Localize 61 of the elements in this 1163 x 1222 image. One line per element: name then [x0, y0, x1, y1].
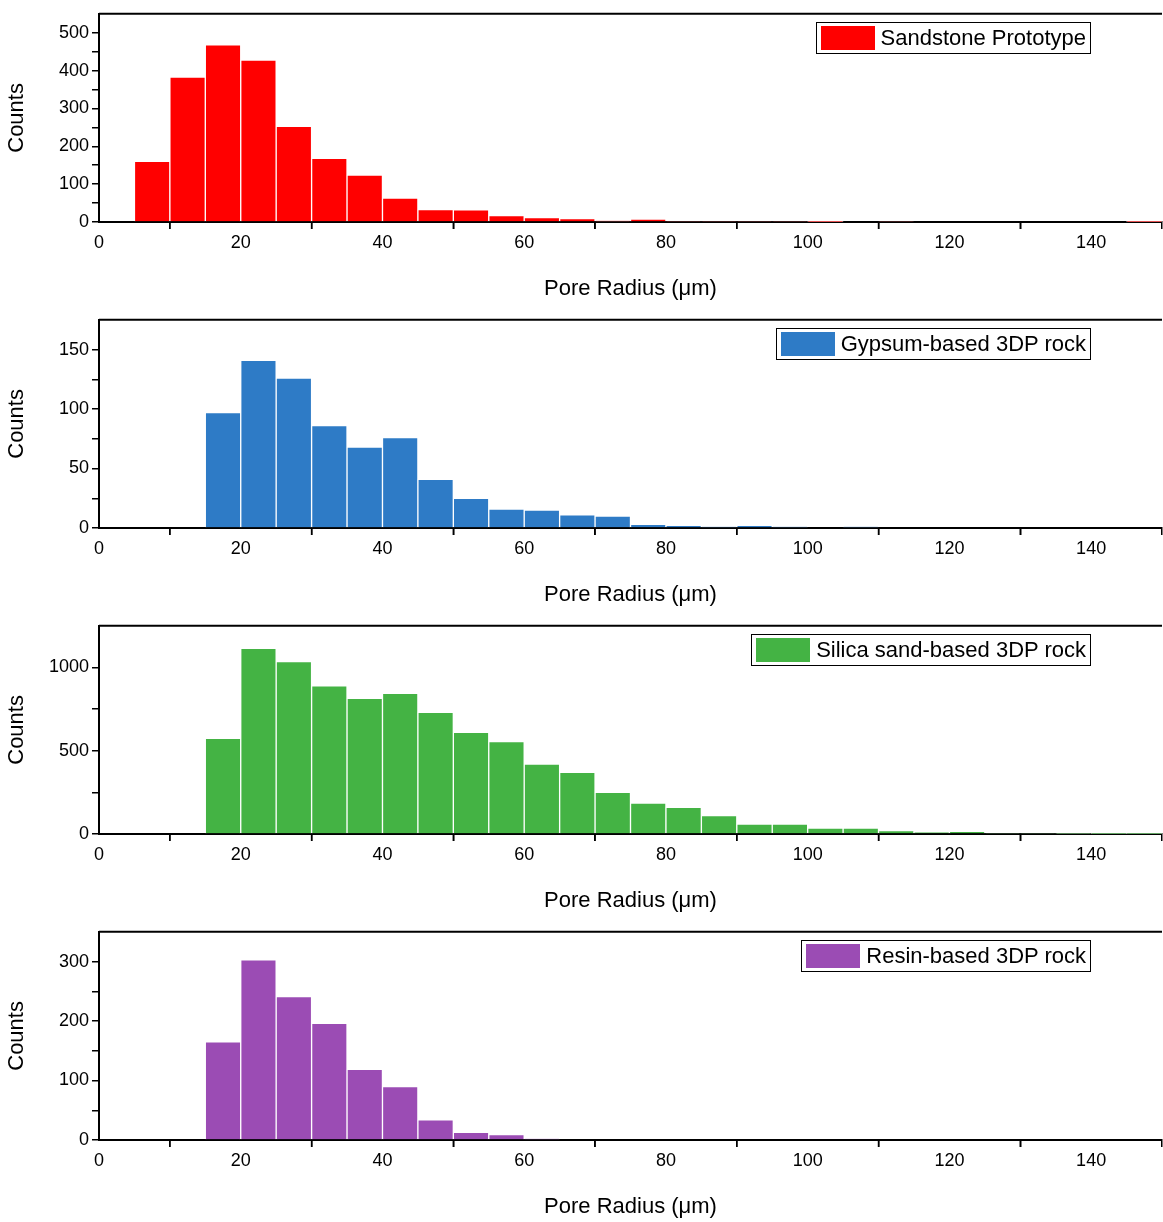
y-tick-label: 400	[58, 59, 89, 80]
y-tick-label: 200	[58, 135, 89, 156]
x-tick-label: 140	[1076, 843, 1107, 864]
x-tick-label: 60	[514, 231, 535, 252]
legend-label: Sandstone Prototype	[880, 25, 1086, 51]
x-tick-label: 40	[372, 1149, 393, 1170]
x-tick-label: 80	[655, 537, 676, 558]
y-tick-label: 100	[58, 1069, 89, 1090]
y-tick-label: 0	[78, 1128, 89, 1149]
y-tick-label: 0	[78, 516, 89, 537]
x-axis-title: Pore Radius (μm)	[544, 1192, 717, 1218]
y-tick-label: 1000	[48, 656, 89, 677]
y-tick-label: 500	[58, 21, 89, 42]
y-tick-label: 500	[58, 739, 89, 760]
x-tick-label: 0	[93, 843, 105, 864]
x-tick-label: 20	[230, 231, 251, 252]
x-tick-label: 80	[655, 843, 676, 864]
x-axis-title: Pore Radius (μm)	[544, 274, 717, 300]
x-tick-label: 60	[514, 1149, 535, 1170]
x-tick-label: 80	[655, 231, 676, 252]
y-axis-title: Counts	[3, 389, 29, 459]
x-tick-label: 140	[1076, 231, 1107, 252]
x-tick-label: 60	[514, 843, 535, 864]
legend-label: Gypsum-based 3DP rock	[840, 331, 1086, 357]
y-tick-label: 150	[58, 338, 89, 359]
legend-label: Silica sand-based 3DP rock	[816, 637, 1086, 663]
x-axis-title: Pore Radius (μm)	[544, 580, 717, 606]
x-tick-label: 100	[792, 231, 823, 252]
y-tick-label: 300	[58, 97, 89, 118]
legend-label: Resin-based 3DP rock	[866, 943, 1086, 969]
y-tick-label: 0	[78, 822, 89, 843]
x-tick-label: 80	[655, 1149, 676, 1170]
y-axis-title: Counts	[3, 83, 29, 153]
y-tick-label: 300	[58, 950, 89, 971]
x-tick-label: 40	[372, 231, 393, 252]
x-tick-label: 20	[230, 843, 251, 864]
x-tick-label: 140	[1076, 537, 1107, 558]
y-tick-label: 200	[58, 1010, 89, 1030]
x-tick-label: 20	[230, 537, 251, 558]
x-tick-label: 120	[934, 231, 965, 252]
x-tick-label: 100	[792, 537, 823, 558]
x-tick-label: 100	[792, 843, 823, 864]
x-tick-label: 60	[514, 537, 535, 558]
x-tick-label: 20	[230, 1149, 251, 1170]
y-tick-label: 0	[78, 210, 89, 231]
y-tick-label: 100	[58, 173, 89, 194]
x-tick-label: 120	[934, 537, 965, 558]
x-tick-label: 120	[934, 1149, 965, 1170]
x-tick-label: 40	[372, 537, 393, 558]
x-axis-title: Pore Radius (μm)	[544, 886, 717, 912]
x-tick-label: 120	[934, 843, 965, 864]
x-tick-label: 0	[93, 1149, 105, 1170]
y-tick-label: 50	[68, 457, 89, 478]
x-tick-label: 100	[792, 1149, 823, 1170]
x-tick-label: 0	[93, 231, 105, 252]
x-tick-label: 140	[1076, 1149, 1107, 1170]
x-tick-label: 0	[93, 537, 105, 558]
y-axis-title: Counts	[3, 695, 29, 765]
x-tick-label: 40	[372, 843, 393, 864]
y-tick-label: 100	[58, 398, 89, 418]
y-axis-title: Counts	[3, 1001, 29, 1071]
